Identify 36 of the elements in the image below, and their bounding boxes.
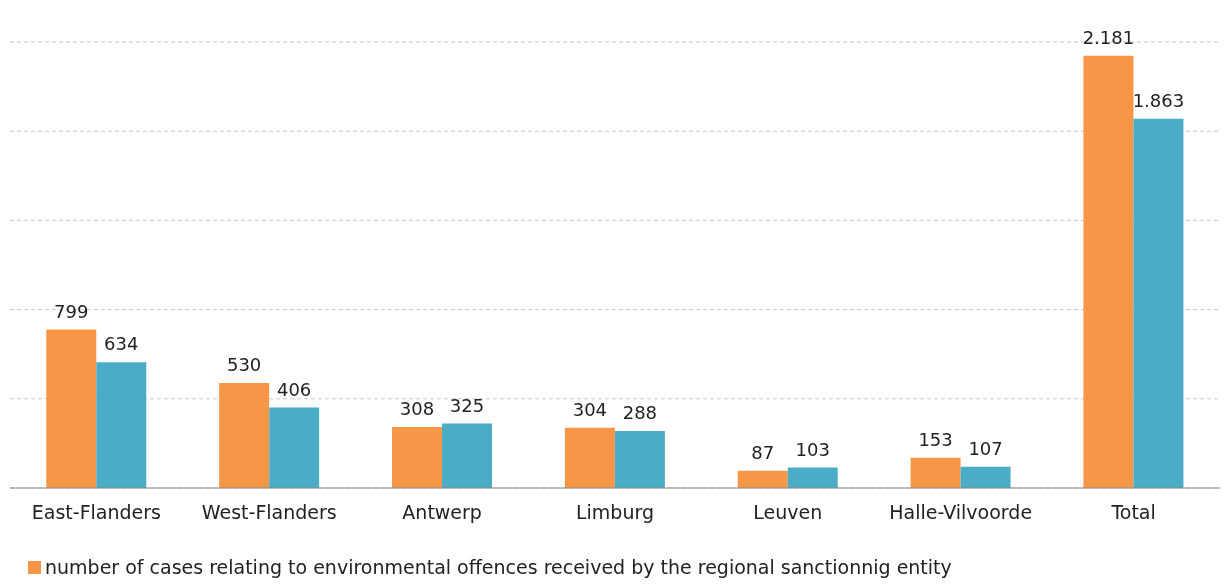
data-label: 1.863 [1132,89,1185,111]
data-label: 107 [968,437,1003,459]
data-label: 153 [918,428,953,450]
bar [737,470,788,488]
x-tick-label: Leuven [753,501,823,524]
data-label: 2.181 [1082,26,1135,48]
x-tick-label: East-Flanders [31,501,162,524]
data-label: 103 [795,438,830,460]
bar [1133,118,1184,488]
x-tick-label: Antwerp [402,501,482,524]
data-label: 634 [104,333,139,355]
x-tick-label: Limburg [575,501,655,524]
bar [96,362,147,488]
x-tick-label: Total [1110,501,1156,524]
bar [787,467,838,488]
bar [564,427,615,488]
bar [442,423,493,488]
data-label: 87 [751,441,775,463]
bar [219,382,270,488]
bar [910,457,961,488]
data-label: 288 [622,401,658,423]
x-tick-label: Halle-Vilvoorde [889,501,1033,524]
data-label: 325 [449,394,485,416]
x-tick-label: West-Flanders [201,501,337,524]
data-label: 304 [572,398,608,420]
bar [960,466,1011,488]
bar [46,329,97,488]
data-label: 530 [226,353,262,375]
legend-label: number of cases relating to environmental offences received by the regional sanctionnig entity [45,556,952,578]
data-label: 406 [276,378,312,400]
data-label: 308 [399,397,435,419]
bar [614,430,665,488]
bar [392,426,443,488]
data-label: 799 [54,300,89,322]
bar [1083,55,1134,488]
bar [269,407,320,488]
